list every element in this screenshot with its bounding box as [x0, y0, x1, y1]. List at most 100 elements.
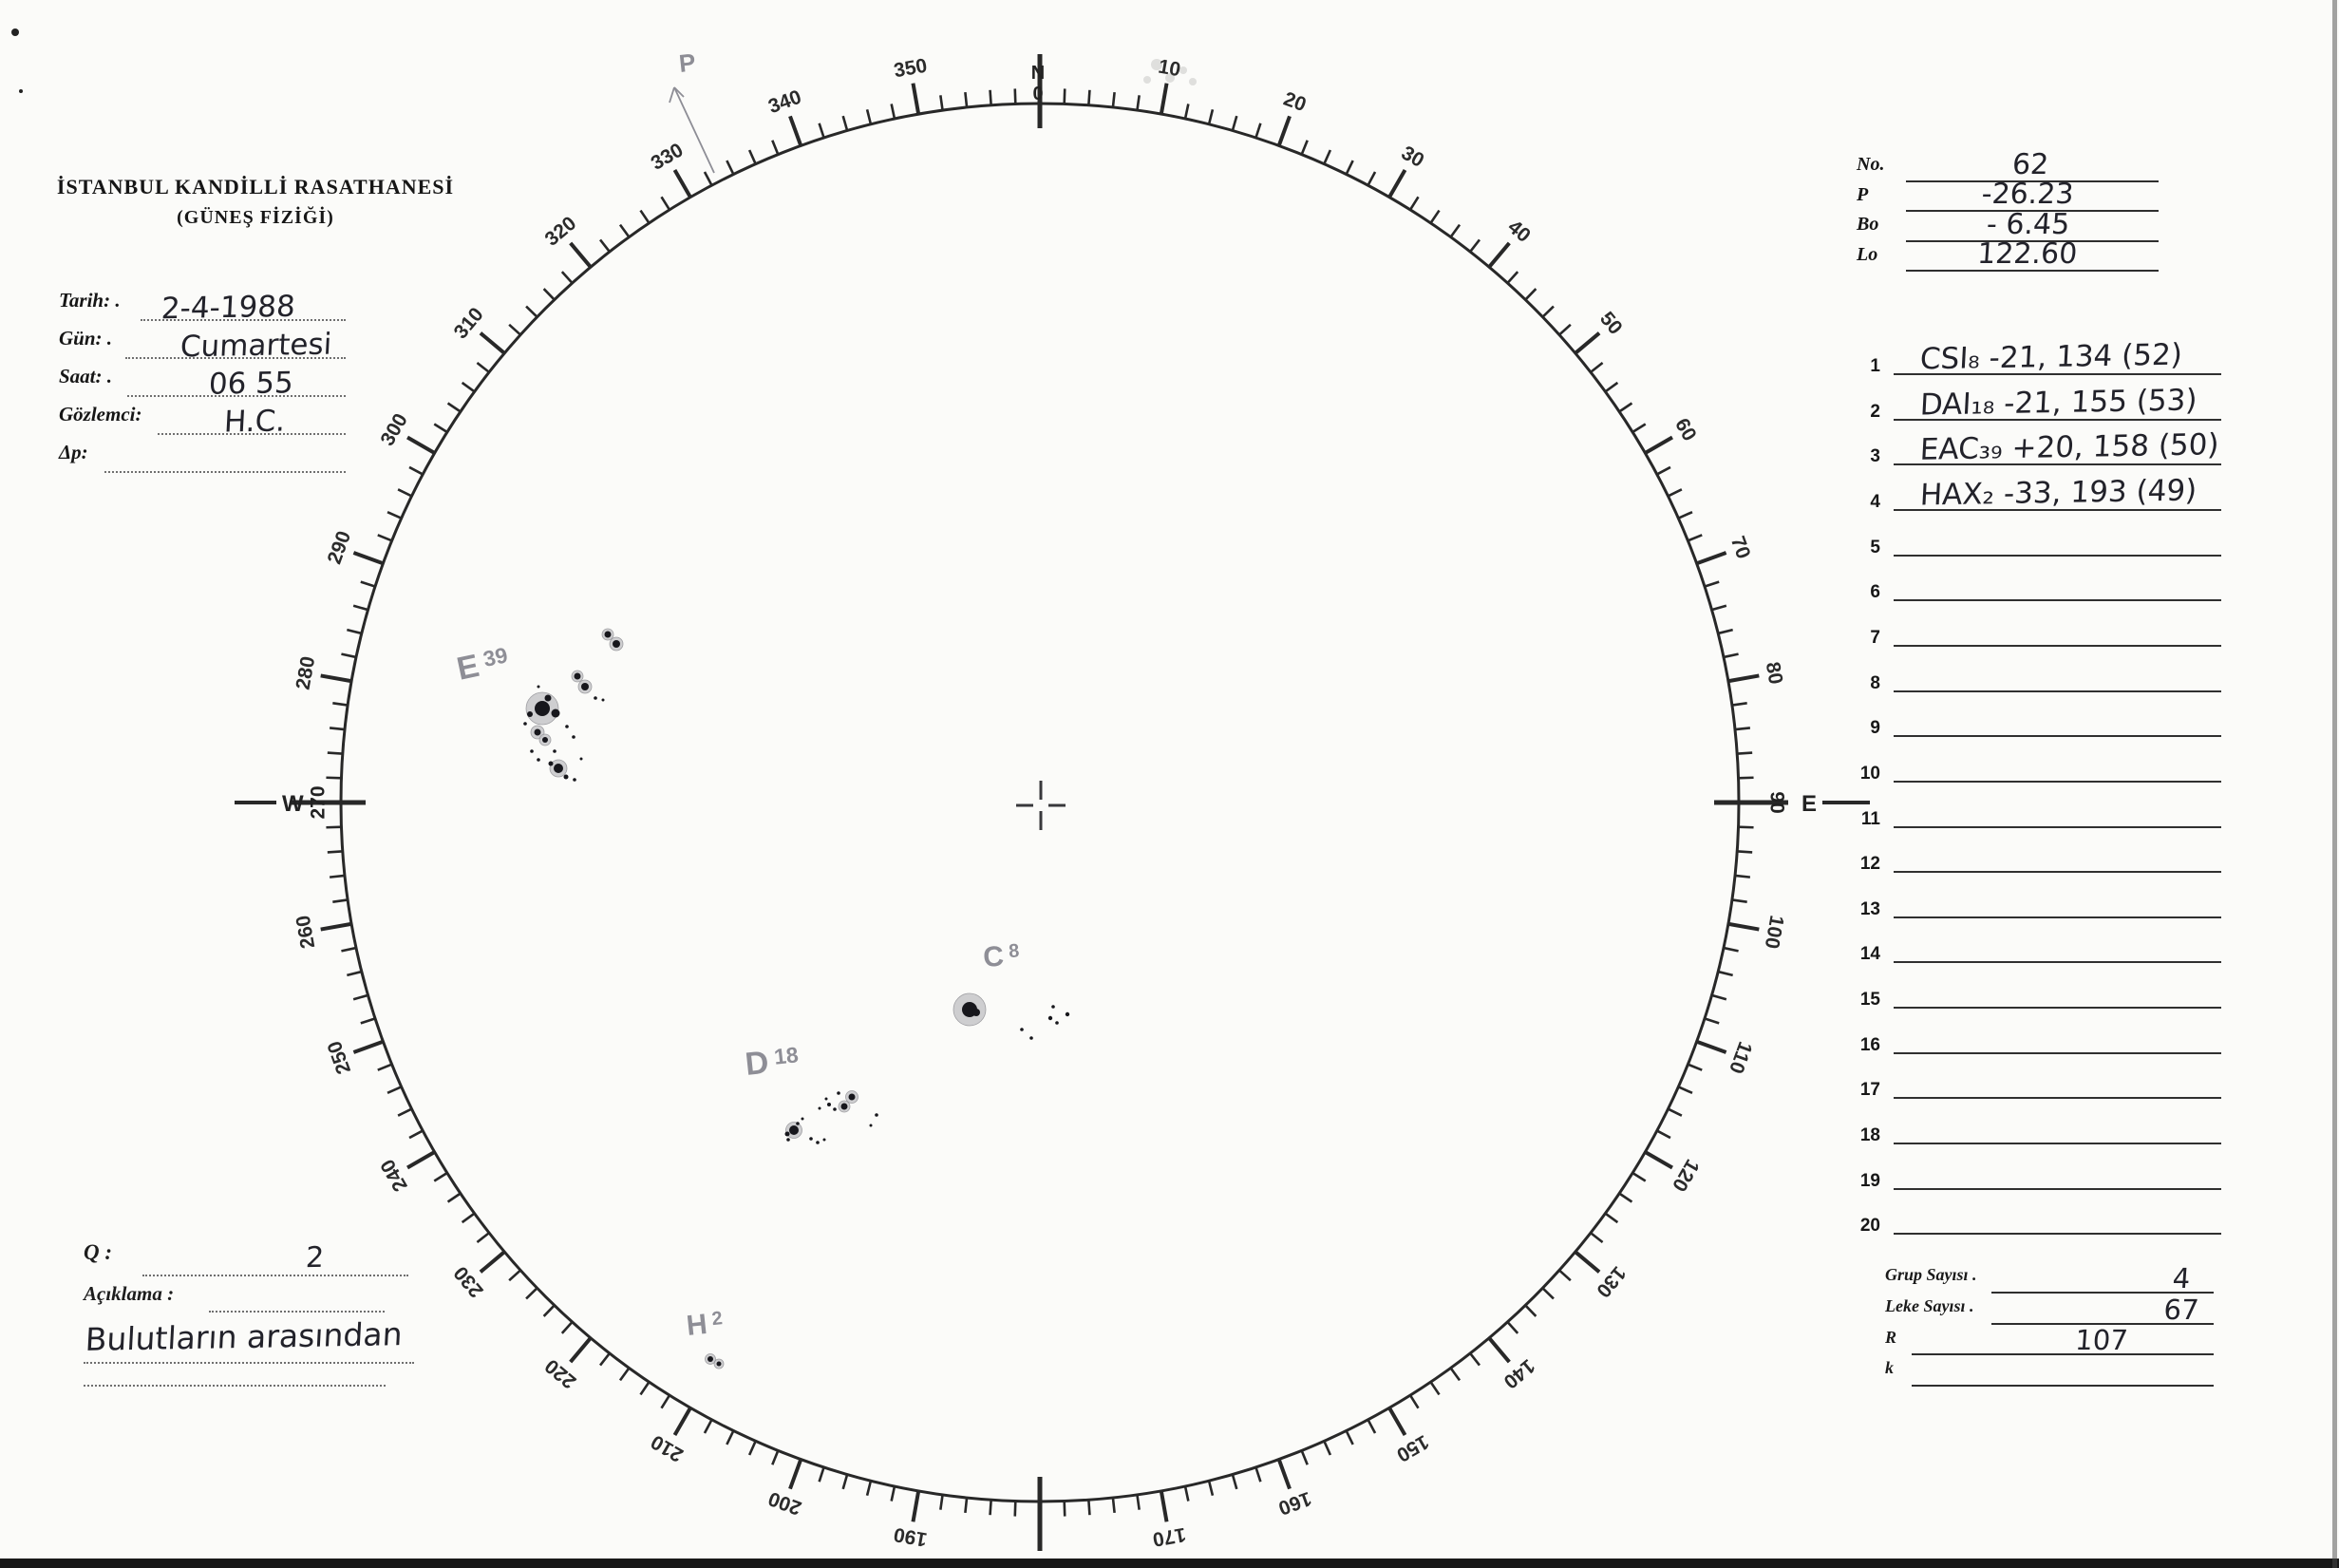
degree-label: 110: [1725, 1039, 1756, 1077]
sunspot-umbra: [581, 683, 589, 690]
scan-smudges: [11, 28, 1197, 93]
sunspot-umbra: [827, 1103, 831, 1106]
degree-tick: [1726, 673, 1760, 684]
degree-tick: [1386, 1406, 1407, 1436]
form-field-row: Δp:: [59, 441, 346, 479]
degree-tick: [408, 1128, 424, 1140]
sunspot-umbra: [572, 735, 575, 739]
group-entry-line: [1894, 825, 2221, 828]
degree-tick: [327, 849, 344, 854]
degree-tick: [1643, 1149, 1673, 1170]
degree-tick: [989, 89, 993, 106]
degree-tick: [1366, 171, 1377, 187]
form-field-label: Gözlemci:: [59, 403, 142, 425]
ink-speck: [19, 89, 23, 93]
degree-tick: [1540, 1286, 1555, 1300]
degree-tick: [1428, 209, 1441, 225]
sunspot-umbra: [822, 1138, 826, 1142]
group-entry-row: 3 EAC₃₉ +20, 158 (50): [1854, 422, 2272, 467]
group-entry-line: [1894, 871, 2221, 874]
observatory-subtitle: (GÜNEŞ FİZİĞİ): [177, 207, 334, 228]
ephemeris-line: - 6.45: [1906, 208, 2159, 242]
degree-tick: [771, 1448, 780, 1465]
degree-tick: [1448, 223, 1462, 239]
degree-label: 310: [450, 304, 488, 344]
form-field-row: Tarih: . 2-4-1988: [59, 289, 346, 327]
degree-tick: [1589, 1231, 1604, 1244]
degree-tick: [1207, 109, 1215, 126]
group-entry-row: 11: [1854, 784, 2272, 829]
degree-tick: [1557, 1268, 1572, 1282]
degree-tick: [1386, 169, 1407, 199]
sunspot-umbra: [548, 761, 554, 766]
north-zero-label: 0: [1032, 84, 1043, 104]
degree-tick: [476, 361, 491, 374]
remarks-label: Açıklama :: [84, 1282, 175, 1305]
summary-value: 4: [2171, 1261, 2192, 1294]
sunspot-group-h2: H 2: [685, 1308, 725, 1370]
sunspot-umbra: [786, 1138, 790, 1142]
degree-tick: [397, 1107, 413, 1117]
group-entry-number: 14: [1859, 944, 1880, 965]
scan-bottom-edge: [0, 1559, 2339, 1568]
degree-tick: [461, 1211, 477, 1224]
group-entry-row: 6: [1854, 557, 2272, 602]
group-entry-number: 16: [1859, 1034, 1880, 1055]
group-entry-number: 18: [1859, 1125, 1880, 1146]
degree-tick: [1254, 123, 1262, 140]
degree-tick: [1730, 898, 1747, 903]
degree-tick: [341, 946, 358, 953]
degree-tick: [332, 702, 349, 707]
degree-label: 230: [450, 1262, 488, 1302]
degree-tick: [1300, 1448, 1309, 1465]
summary-row: Grup Sayısı . 4: [1885, 1262, 2217, 1296]
degree-label: 160: [1275, 1487, 1314, 1520]
group-entry-row: 20: [1854, 1191, 2272, 1236]
degree-label: 260: [292, 914, 320, 951]
degree-tick: [1603, 1211, 1619, 1224]
ephemeris-line: 122.60: [1906, 237, 2159, 273]
degree-tick: [397, 488, 413, 498]
sunspot-umbra: [1047, 1015, 1053, 1021]
degree-tick: [1733, 874, 1751, 878]
degree-tick: [1722, 652, 1739, 659]
smudge-mark: [1179, 66, 1187, 74]
degree-label: 200: [765, 1487, 804, 1520]
degree-tick: [747, 1439, 758, 1456]
ephemeris-value: -26.23: [1980, 178, 2075, 212]
group-entry-number: 5: [1870, 537, 1880, 557]
degree-tick: [1276, 1457, 1292, 1490]
remarks-row: Açıklama :: [84, 1282, 427, 1318]
ephemeris-row: No. 62: [1857, 148, 2159, 184]
group-entry-number: 9: [1870, 718, 1880, 739]
degree-tick: [1703, 580, 1720, 589]
degree-label: 100: [1761, 914, 1788, 951]
sunspot-umbra: [869, 1124, 873, 1127]
degree-tick: [771, 140, 780, 157]
degree-tick: [352, 604, 369, 612]
pole-arrow-shaft: [673, 86, 715, 174]
degree-label: 330: [648, 139, 688, 174]
remarks-note-row: Bulutların arasından: [84, 1315, 427, 1371]
degree-tick: [1655, 465, 1671, 477]
sunspot-umbra: [801, 1117, 804, 1121]
degree-tick: [508, 323, 522, 337]
ephemeris-row: P -26.23: [1857, 178, 2159, 215]
degree-tick: [320, 921, 353, 932]
sunspot-umbra: [972, 1009, 980, 1016]
degree-tick: [1013, 88, 1017, 105]
group-entry-line: [1894, 961, 2221, 964]
sunspot-group-label: D 18: [744, 1041, 801, 1083]
degree-tick: [1086, 1499, 1091, 1516]
summary-row: k: [1885, 1358, 2217, 1389]
summary-line: 4: [1991, 1262, 2214, 1294]
group-entry-number: 19: [1859, 1170, 1880, 1191]
sunspot-group-label: E 39: [454, 641, 512, 688]
degree-tick: [352, 1039, 386, 1054]
degree-tick: [1710, 604, 1727, 612]
degree-tick: [1468, 238, 1481, 254]
degree-tick: [1733, 727, 1751, 731]
sunspot-umbra: [837, 1091, 840, 1095]
quality-label: Q :: [84, 1240, 113, 1264]
smudge-mark: [1143, 76, 1151, 84]
